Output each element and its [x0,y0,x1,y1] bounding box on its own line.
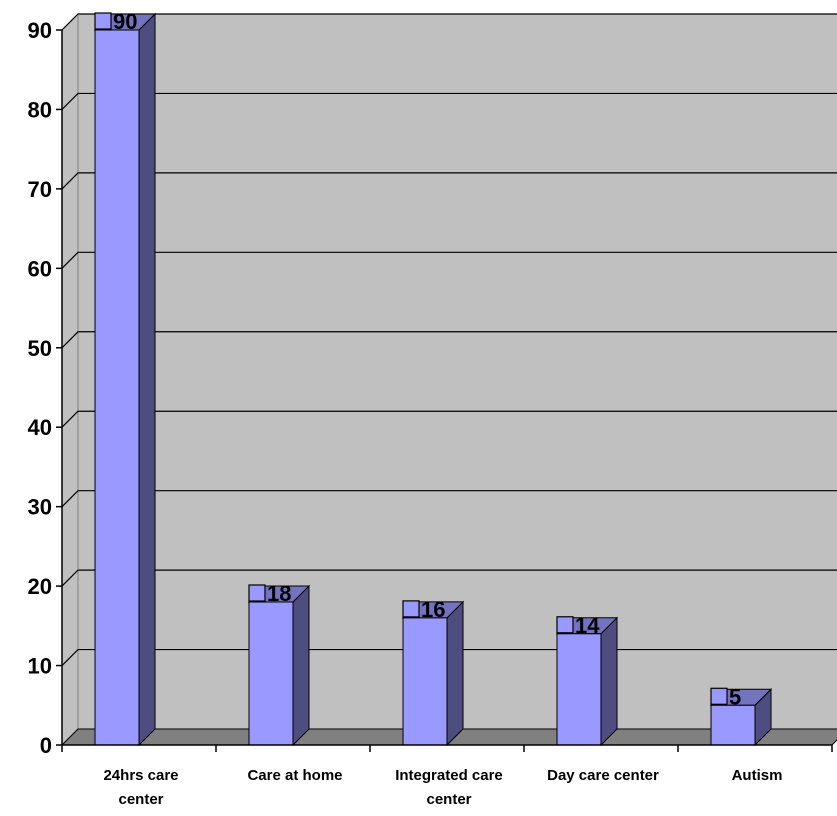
bar-front [94,29,140,746]
bar-3 [401,600,465,747]
y-axis-ticks: 0 10 20 30 40 50 60 70 80 90 [28,18,62,758]
data-label: 16 [421,597,445,622]
data-label-marker [94,12,112,30]
data-label: 5 [729,684,741,709]
y-tick-label: 90 [28,18,52,43]
bar-front [248,601,294,746]
gridline [61,13,837,31]
bar-side [446,600,464,747]
y-tick-label: 40 [28,415,52,440]
gridline [61,490,837,508]
x-tick-label: Day care center [547,767,659,784]
bar-side [600,616,618,747]
x-tick-label: Autism [732,767,783,784]
data-label: 90 [113,9,137,34]
gridline [61,331,837,349]
gridline [61,410,837,428]
bar-front [710,704,756,746]
bar-front [402,617,448,746]
data-labels: 90 18 16 14 5 [94,9,741,709]
bar-4 [555,616,619,747]
y-tick-label: 70 [28,177,52,202]
gridline [61,172,837,190]
y-tick-label: 20 [28,574,52,599]
y-tick-label: 80 [28,97,52,122]
bar-2 [247,584,311,747]
bar-side [292,584,310,747]
y-tick-label: 60 [28,256,52,281]
data-label: 14 [575,613,600,638]
x-tick-label: 24hrs care center [103,767,178,808]
data-label-marker [248,584,266,602]
axes [61,30,832,746]
x-tick-label: Care at home [247,767,342,784]
side-wall [61,12,79,747]
data-label-marker [556,616,574,634]
data-label-marker [710,687,728,705]
data-label-marker [402,600,420,618]
data-label: 18 [267,581,291,606]
x-tick-label: Integrated care center [395,767,503,808]
bar-side [138,12,156,747]
y-tick-label: 0 [40,733,52,758]
bars [93,12,773,747]
x-axis-ticks: 24hrs care center Care at home Integrated c… [61,745,833,808]
bar-front [556,633,602,746]
y-tick-label: 50 [28,336,52,361]
y-tick-label: 30 [28,495,52,520]
gridline [61,92,837,110]
gridline [61,569,837,587]
bar-1 [93,12,157,747]
y-tick-label: 10 [28,654,52,679]
gridline [61,251,837,269]
